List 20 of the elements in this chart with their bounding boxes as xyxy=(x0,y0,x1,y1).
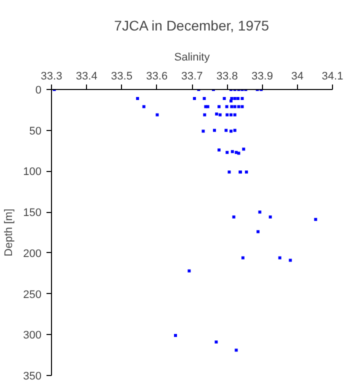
x-tick-label: 33.9 xyxy=(252,70,273,82)
x-axis-title: Salinity xyxy=(174,52,210,64)
y-tick-label: 250 xyxy=(23,288,42,301)
y-tick-label: 50 xyxy=(29,125,42,138)
y-tick-label: 150 xyxy=(23,207,42,220)
x-tick-label: 33.4 xyxy=(76,70,98,82)
x-tick-label: 34.1 xyxy=(322,70,344,82)
x-tick-label: 33.3 xyxy=(40,70,62,82)
x-tick-label: 33.5 xyxy=(111,70,132,82)
y-tick-label: 100 xyxy=(23,166,42,178)
y-tick-label: 0 xyxy=(35,84,42,96)
x-tick-label: 33.8 xyxy=(216,70,238,82)
y-tick-label: 300 xyxy=(23,330,42,342)
x-tick-label: 34 xyxy=(291,70,304,82)
y-axis-title: Depth [m] xyxy=(3,208,16,256)
x-tick-label: 33.6 xyxy=(146,70,168,82)
y-tick-label: 350 xyxy=(23,370,42,382)
chart-title: 7JCA in December, 1975 xyxy=(114,18,270,34)
x-tick-label: 33.7 xyxy=(181,70,203,82)
y-tick-label: 200 xyxy=(23,248,42,260)
